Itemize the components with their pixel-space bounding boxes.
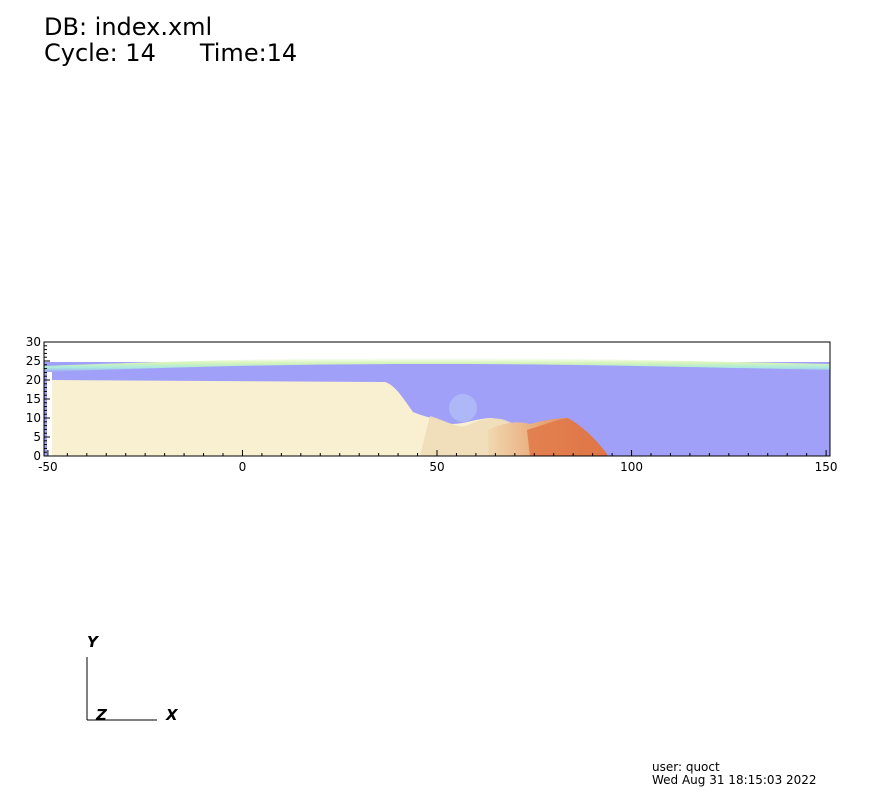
- water-surface: [44, 358, 830, 372]
- y-tick-label: 25: [26, 354, 41, 368]
- sand-body: [52, 380, 530, 456]
- database-label: DB: index.xml: [44, 13, 213, 41]
- user-label: user: quoct: [652, 760, 720, 774]
- cycle-label: Cycle: 14: [44, 39, 156, 67]
- y-tick-label: 5: [33, 430, 41, 444]
- x-tick-label: 100: [620, 460, 643, 474]
- time-label: Time:14: [199, 39, 298, 67]
- x-tick-label: 0: [239, 460, 247, 474]
- y-tick-label: 10: [26, 411, 41, 425]
- y-tick-label: 15: [26, 392, 41, 406]
- deposit-core: [527, 418, 607, 456]
- cycle-time-line: Cycle: 14 Time:14: [44, 40, 297, 66]
- x-tick-label: -50: [38, 460, 58, 474]
- date-label: Wed Aug 31 18:15:03 2022: [652, 773, 817, 787]
- x-tick-label: 150: [815, 460, 838, 474]
- vortex: [449, 394, 477, 422]
- y-tick-label: 0: [33, 449, 41, 463]
- triad-y-label: Y: [87, 633, 98, 651]
- y-tick-label: 20: [26, 373, 41, 387]
- left-wall: [47, 372, 52, 456]
- triad-z-label: Z: [96, 706, 107, 724]
- triad-x-label: X: [166, 706, 178, 724]
- y-tick-label: 30: [26, 335, 41, 349]
- plot-field: [44, 358, 830, 456]
- axis-triad: [86, 657, 157, 721]
- x-tick-label: 50: [429, 460, 444, 474]
